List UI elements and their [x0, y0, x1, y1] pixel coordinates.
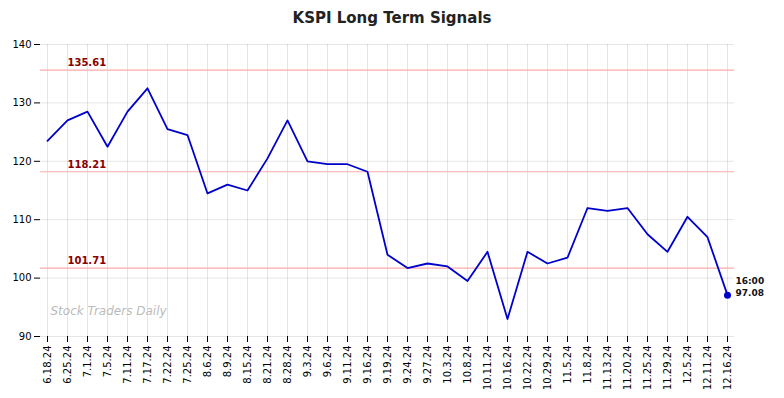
svg-text:101.71: 101.71: [68, 255, 107, 266]
svg-text:9.6.24: 9.6.24: [322, 346, 333, 378]
svg-text:9.27.24: 9.27.24: [422, 346, 433, 384]
svg-text:110: 110: [12, 214, 31, 225]
svg-text:7.5.24: 7.5.24: [102, 346, 113, 378]
svg-text:11.29.24: 11.29.24: [662, 346, 673, 391]
svg-text:9.16.24: 9.16.24: [362, 346, 373, 384]
svg-text:11.5.24: 11.5.24: [562, 346, 573, 384]
svg-text:7.17.24: 7.17.24: [142, 346, 153, 384]
svg-text:90: 90: [19, 331, 32, 342]
html-text:KSPI Long Term Signals: KSPI Long Term Signals: [292, 9, 492, 27]
svg-text:8.6.24: 8.6.24: [202, 346, 213, 378]
svg-text:10.22.24: 10.22.24: [522, 346, 533, 391]
svg-text:7.25.24: 7.25.24: [182, 346, 193, 384]
svg-text:100: 100: [12, 272, 31, 283]
svg-text:9.3.24: 9.3.24: [302, 346, 313, 378]
svg-text:11.20.24: 11.20.24: [622, 346, 633, 391]
svg-text:10.3.24: 10.3.24: [442, 346, 453, 384]
svg-text:8.9.24: 8.9.24: [222, 346, 233, 378]
svg-text:16:00: 16:00: [736, 276, 765, 286]
svg-text:10.29.24: 10.29.24: [542, 346, 553, 391]
svg-text:8.28.24: 8.28.24: [282, 346, 293, 384]
svg-text:11.25.24: 11.25.24: [642, 346, 653, 391]
svg-text:12.5.24: 12.5.24: [682, 346, 693, 384]
svg-text:120: 120: [12, 156, 31, 167]
svg-text:9.24.24: 9.24.24: [402, 346, 413, 384]
svg-text:6.25.24: 6.25.24: [62, 346, 73, 384]
svg-text:6.18.24: 6.18.24: [42, 346, 53, 384]
svg-text:97.08: 97.08: [736, 288, 764, 298]
svg-text:Stock Traders Daily: Stock Traders Daily: [51, 304, 168, 318]
svg-text:140: 140: [12, 39, 31, 50]
svg-text:10.8.24: 10.8.24: [462, 346, 473, 384]
svg-text:11.8.24: 11.8.24: [582, 346, 593, 384]
svg-text:12.16.24: 12.16.24: [722, 346, 733, 391]
svg-text:9.19.24: 9.19.24: [382, 346, 393, 384]
svg-text:8.15.24: 8.15.24: [242, 346, 253, 384]
svg-text:7.11.24: 7.11.24: [122, 346, 133, 384]
svg-text:10.16.24: 10.16.24: [502, 346, 513, 391]
svg-text:118.21: 118.21: [68, 159, 107, 170]
svg-text:10.11.24: 10.11.24: [482, 346, 493, 391]
svg-text:11.13.24: 11.13.24: [602, 346, 613, 391]
svg-text:9.11.24: 9.11.24: [342, 346, 353, 384]
svg-text:135.61: 135.61: [68, 57, 107, 68]
svg-text:8.21.24: 8.21.24: [262, 346, 273, 384]
svg-text:130: 130: [12, 97, 31, 108]
svg-text:7.1.24: 7.1.24: [82, 346, 93, 378]
svg-text:12.11.24: 12.11.24: [702, 346, 713, 391]
svg-text:7.22.24: 7.22.24: [162, 346, 173, 384]
